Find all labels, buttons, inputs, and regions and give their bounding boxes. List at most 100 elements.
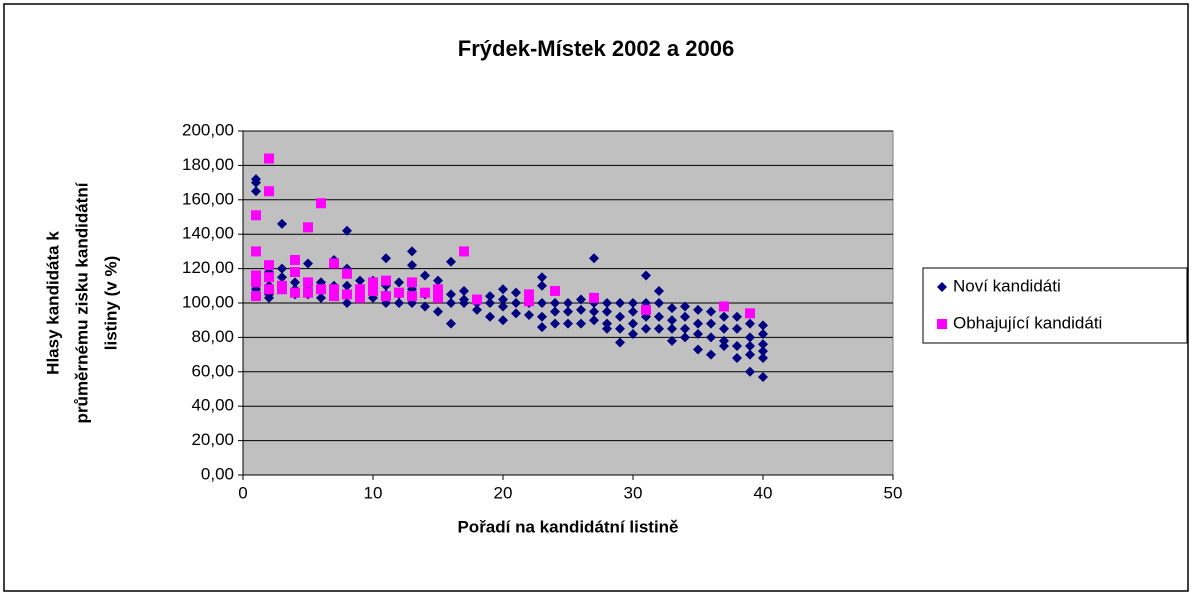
point: [446, 289, 456, 300]
point: [433, 306, 443, 317]
point: [329, 291, 339, 302]
point: [654, 323, 664, 334]
point: [745, 349, 755, 360]
point: [290, 277, 300, 288]
point: [680, 311, 690, 322]
point: [316, 292, 326, 303]
point: [667, 335, 677, 346]
point: [355, 284, 365, 295]
point: [524, 296, 534, 307]
y-tick-label: 80,00: [191, 327, 234, 346]
point: [758, 353, 768, 364]
point: [277, 272, 287, 283]
point: [459, 285, 469, 296]
point: [719, 301, 729, 312]
point: [290, 267, 300, 278]
y-tick-label: 40,00: [191, 396, 234, 415]
point: [329, 258, 339, 269]
point: [654, 285, 664, 296]
point: [641, 304, 651, 315]
point: [264, 284, 274, 295]
point: [693, 318, 703, 329]
point: [537, 311, 547, 322]
point: [745, 308, 755, 319]
x-tick-label: 20: [494, 483, 513, 502]
point: [667, 303, 677, 314]
point: [420, 270, 430, 281]
point: [706, 349, 716, 360]
point: [485, 298, 495, 308]
point: [602, 323, 612, 334]
point: [264, 153, 274, 164]
point: [693, 328, 703, 339]
point: [446, 256, 456, 267]
point: [485, 311, 495, 322]
point: [576, 304, 586, 315]
y-axis-label: listiny (v %): [101, 256, 120, 350]
point: [537, 272, 547, 283]
point: [303, 222, 313, 233]
point: [394, 287, 404, 298]
y-axis-label: Hlasy kandidáta k: [43, 231, 62, 375]
point: [303, 258, 313, 269]
point: [498, 315, 508, 326]
point: [290, 255, 300, 265]
point: [667, 323, 677, 334]
point: [459, 298, 469, 308]
point: [329, 284, 339, 295]
point: [550, 285, 560, 296]
point: [355, 292, 365, 303]
point: [342, 280, 352, 291]
point: [459, 246, 469, 257]
point: [615, 311, 625, 322]
point: [251, 291, 261, 302]
point: [615, 337, 625, 348]
x-tick-label: 50: [884, 483, 903, 502]
point: [719, 341, 729, 351]
point: [394, 277, 404, 288]
point: [693, 304, 703, 315]
point: [368, 277, 378, 288]
point: [758, 320, 768, 331]
point: [511, 287, 521, 298]
point: [420, 287, 430, 298]
point: [381, 275, 391, 286]
y-axis-label: průměrnému zisku kandidátní: [72, 181, 91, 423]
legend-marker: [937, 282, 947, 292]
point: [550, 306, 560, 317]
point: [745, 318, 755, 329]
x-tick-label: 30: [624, 483, 643, 502]
point: [680, 323, 690, 334]
point: [433, 292, 443, 303]
point: [563, 298, 573, 308]
point: [277, 263, 287, 274]
point: [537, 280, 547, 291]
point: [563, 318, 573, 329]
chart-title: Frýdek-Místek 2002 a 2006: [458, 36, 734, 61]
point: [446, 318, 456, 329]
point: [485, 291, 495, 302]
point: [537, 298, 547, 308]
point: [719, 323, 729, 334]
point: [758, 346, 768, 357]
point: [251, 210, 261, 221]
point: [628, 318, 638, 329]
point: [420, 301, 430, 312]
point: [745, 366, 755, 377]
point: [732, 311, 742, 322]
point: [732, 341, 742, 351]
point: [589, 253, 599, 264]
point: [342, 268, 352, 279]
point: [602, 306, 612, 317]
point: [251, 270, 261, 281]
point: [498, 284, 508, 295]
point: [368, 285, 378, 296]
point: [628, 298, 638, 308]
point: [719, 311, 729, 322]
point: [537, 322, 547, 333]
point: [602, 298, 612, 308]
legend-label: Noví kandidáti: [953, 276, 1061, 295]
y-tick-label: 100,00: [182, 292, 234, 311]
point: [251, 246, 261, 257]
point: [251, 277, 261, 288]
